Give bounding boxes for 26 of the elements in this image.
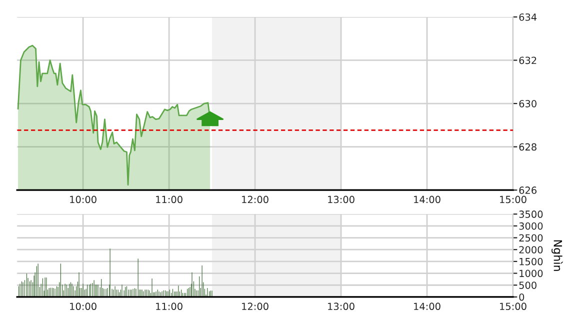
y-axis-title: Nghìn [552,240,563,271]
y-tick-label: 626 [519,186,536,194]
x-tick-label: 13:00 [328,302,354,310]
x-tick-label: 15:00 [500,196,526,204]
x-tick-label: 12:00 [242,196,268,204]
y-tick-label: 1000 [520,270,543,278]
y-tick-label: 634 [519,13,537,21]
y-tick-label: 0 [519,293,524,301]
x-tick-label: 13:00 [328,196,354,204]
y-tick-label: 630 [519,100,536,108]
x-tick-label: 10:00 [70,302,96,310]
x-tick-label: 15:00 [500,302,526,310]
y-tick-label: 3500 [519,210,543,218]
x-tick-label: 11:00 [156,302,182,310]
y-tick-label: 500 [519,282,536,289]
x-tick-label: 14:00 [414,302,440,310]
x-tick-label: 11:00 [156,196,182,204]
y-tick-label: 1500 [520,258,543,266]
y-tick-label: 628 [519,143,536,151]
x-tick-label: 10:00 [70,196,96,204]
x-tick-label: 12:00 [242,302,268,310]
y-tick-label: 2500 [519,234,543,242]
y-tick-label: 2000 [519,246,543,254]
y-tick-label: 632 [519,56,536,64]
x-tick-label: 14:00 [414,196,440,204]
y-tick-label: 3000 [519,222,543,230]
